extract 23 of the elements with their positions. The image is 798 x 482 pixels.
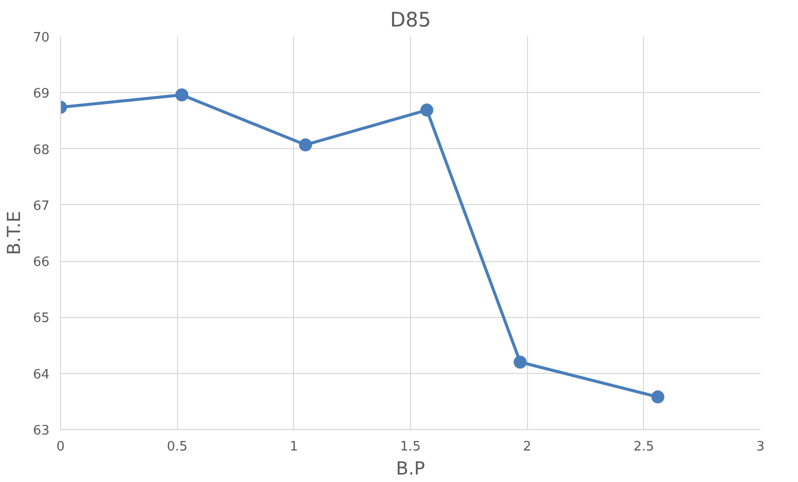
y-tick-label: 63	[32, 424, 50, 438]
point	[175, 88, 188, 102]
y-axis-title: B.T.E	[4, 210, 25, 256]
point	[299, 138, 312, 152]
x-tick-label: 0.5	[166, 440, 188, 454]
x-axis-title: B.P	[396, 458, 426, 480]
chart-title: D85	[390, 8, 431, 32]
x-tick-label: 1.5	[400, 440, 421, 454]
y-tick-label: 70	[32, 30, 50, 46]
y-tick-label: 66	[32, 255, 50, 270]
x-tick-label: 0	[56, 440, 65, 454]
y-tick-label: 69	[32, 86, 50, 102]
x-tick-label: 3	[756, 440, 765, 454]
x-tick-label: 2	[523, 440, 532, 454]
x-tick-label: 1	[290, 440, 298, 454]
point	[420, 104, 434, 117]
y-tick-label: 67	[32, 198, 50, 214]
y-tick-label: 68	[32, 142, 50, 158]
y-tick-label: 64	[32, 367, 50, 382]
x-tick-label: 2.5	[633, 440, 654, 454]
y-tick-label: 65	[32, 311, 50, 326]
point	[514, 356, 527, 369]
point	[651, 390, 664, 404]
